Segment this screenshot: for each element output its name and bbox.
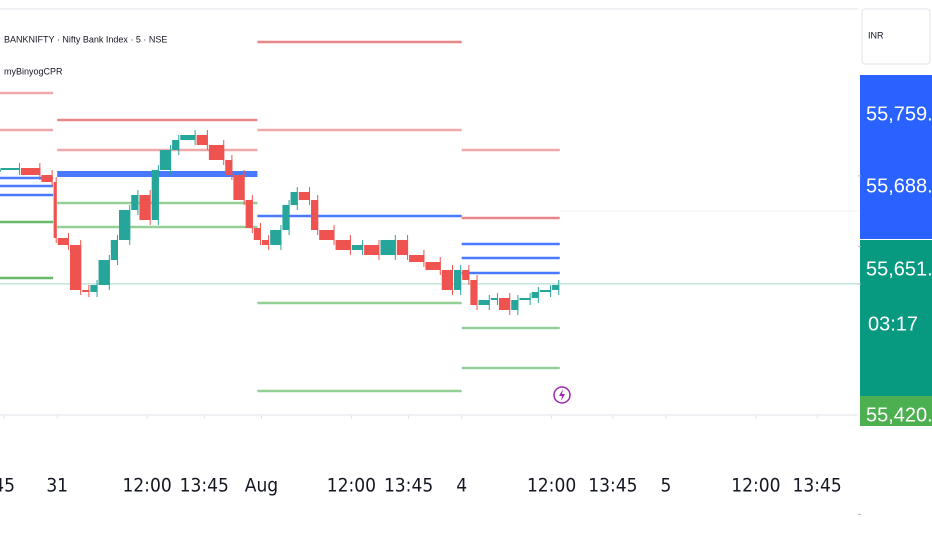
candle [196, 135, 208, 145]
candle [159, 150, 172, 170]
candle [53, 182, 57, 238]
countdown: 03:17 [868, 313, 918, 335]
candle [69, 245, 82, 290]
x-tick-label: Aug [245, 475, 278, 497]
indicator-name: myBinyogCPR [4, 66, 63, 76]
candle [139, 195, 151, 220]
candle [335, 240, 351, 250]
candle [261, 240, 270, 245]
candle [82, 290, 90, 292]
candle [396, 240, 409, 255]
candle [454, 270, 462, 290]
candle [425, 262, 441, 270]
candle [110, 240, 118, 260]
candle [311, 200, 319, 230]
candle [478, 300, 490, 305]
candle [290, 192, 298, 205]
symbol-title: BANKNIFTY · Nifty Bank Index · 5 · NSE [4, 34, 167, 44]
candle [245, 200, 253, 228]
x-tick-label: 12:00 [327, 475, 376, 497]
candle [511, 300, 519, 310]
x-tick-label: 45 [0, 475, 15, 497]
scale-mask [858, 426, 932, 436]
candle [351, 245, 364, 250]
candle [470, 280, 478, 305]
currency: INR [868, 30, 884, 40]
x-tick-label: 13:45 [588, 475, 637, 497]
plot-area [0, 40, 858, 393]
x-tick-label: 5 [661, 475, 672, 497]
candle [498, 298, 511, 310]
candle [0, 168, 20, 170]
candle [233, 175, 245, 200]
candle [539, 290, 552, 292]
candle [319, 230, 335, 240]
price-labels: 55,759.1 55,688.4 55,651.10 55,420.6 [858, 103, 932, 515]
candle [380, 240, 396, 255]
candle [531, 292, 539, 298]
candle [0, 170, 1, 172]
candle [57, 238, 69, 245]
price-label: 55,420.6 [866, 404, 932, 426]
currency-box[interactable] [861, 8, 931, 65]
price-label: 55,688.4 [866, 175, 932, 197]
candle [172, 140, 180, 150]
candle [519, 298, 531, 300]
candle [270, 230, 282, 245]
level-label-box [860, 396, 932, 426]
x-tick-label: 13:45 [180, 475, 229, 497]
candle [364, 245, 380, 255]
x-tick-label: 4 [456, 475, 467, 497]
candle [462, 270, 470, 280]
x-tick-label: 12:00 [731, 475, 780, 497]
candle [225, 160, 233, 175]
candle [282, 205, 290, 230]
candle [151, 170, 159, 220]
x-tick-label: 12:00 [527, 475, 576, 497]
candle [118, 210, 131, 240]
candle [409, 255, 425, 262]
price-label: 55,651.10 [866, 258, 932, 280]
price-label-box [860, 240, 932, 396]
alert-icon[interactable] [553, 386, 571, 404]
candle [552, 285, 560, 290]
x-tick-label: 12:00 [122, 475, 171, 497]
candle [90, 285, 98, 292]
candle [490, 298, 498, 300]
x-tick-label: 31 [46, 475, 68, 497]
price-label: 55,759.1 [866, 103, 932, 125]
candle [41, 175, 53, 182]
x-tick-label: 13:45 [793, 475, 842, 497]
candle [131, 195, 139, 210]
x-tick-label: 13:45 [384, 475, 433, 497]
indicator-label-box [860, 75, 932, 239]
candle [298, 192, 311, 200]
candle [180, 135, 196, 140]
candle [441, 270, 454, 290]
candle [208, 145, 225, 160]
candle [253, 228, 261, 240]
candle [20, 168, 41, 175]
candle [98, 260, 110, 285]
